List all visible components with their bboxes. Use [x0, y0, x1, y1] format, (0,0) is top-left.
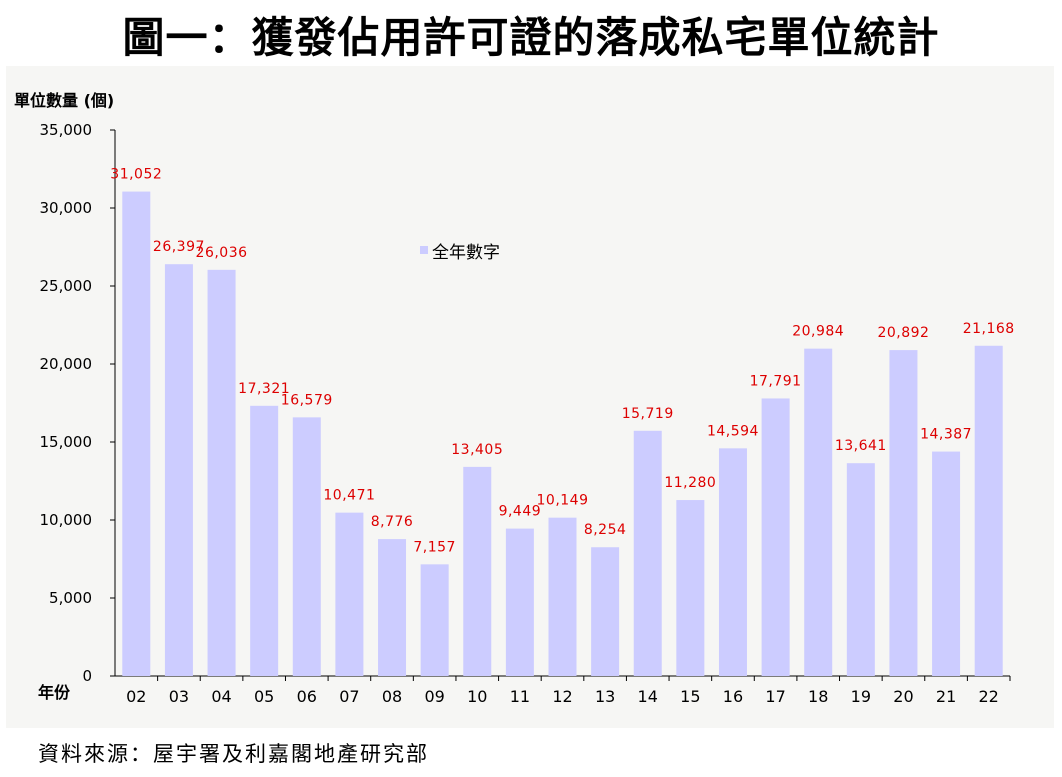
bar — [505, 528, 534, 676]
x-tick-label: 22 — [979, 687, 999, 706]
legend: 全年數字 — [420, 243, 500, 263]
y-ticks: 0 5,000 10,000 15,000 20,000 25,000 30,000 35,0… — [40, 121, 115, 685]
data-label: 17,791 — [750, 373, 802, 389]
bar — [122, 191, 151, 676]
bar — [250, 405, 279, 676]
data-label: 21,168 — [963, 321, 1015, 337]
x-tick-label: 12 — [552, 687, 572, 706]
x-tick-label: 15 — [680, 687, 700, 706]
bar — [335, 512, 364, 676]
data-label: 15,719 — [622, 406, 674, 422]
data-label: 17,321 — [238, 381, 290, 397]
bar — [164, 264, 193, 676]
x-tick-label: 20 — [893, 687, 913, 706]
bar — [718, 448, 747, 676]
y-tick-label: 0 — [82, 667, 92, 685]
y-tick-label: 20,000 — [40, 355, 93, 373]
data-label: 13,405 — [451, 442, 503, 458]
bar — [378, 539, 407, 676]
bar — [846, 463, 875, 676]
x-tick-label: 09 — [424, 687, 444, 706]
legend-swatch — [420, 246, 428, 254]
x-tick-label: 21 — [936, 687, 956, 706]
chart-title: 圖一：獲發佔用許可證的落成私宅單位統計 — [122, 13, 940, 62]
x-tick-label: 18 — [808, 687, 828, 706]
source-note: 資料來源：屋宇署及利嘉閣地產研究部 — [38, 742, 429, 766]
x-tick-label: 14 — [638, 687, 658, 706]
x-tick-label: 06 — [297, 687, 317, 706]
bar — [548, 517, 577, 676]
bar — [889, 350, 918, 676]
data-label: 20,984 — [792, 324, 844, 340]
data-label: 20,892 — [877, 325, 929, 341]
y-tick-label: 5,000 — [49, 589, 92, 607]
data-label: 7,157 — [413, 539, 456, 555]
bar — [207, 269, 236, 676]
y-tick-label: 25,000 — [40, 277, 93, 295]
data-label: 26,036 — [196, 245, 248, 261]
y-tick-label: 15,000 — [40, 433, 93, 451]
x-axis-label: 年份 — [38, 683, 71, 702]
bar — [676, 500, 705, 676]
x-tick-label: 19 — [851, 687, 871, 706]
data-label: 8,254 — [584, 522, 627, 538]
x-tick-label: 03 — [169, 687, 189, 706]
bar — [420, 564, 449, 676]
bar — [591, 547, 620, 676]
bars — [122, 191, 1003, 676]
data-label: 14,594 — [707, 423, 759, 439]
data-label: 14,387 — [920, 427, 972, 443]
data-label: 26,397 — [153, 239, 205, 255]
bar — [633, 430, 662, 676]
x-tick-label: 08 — [382, 687, 402, 706]
data-label: 10,149 — [537, 493, 589, 509]
y-tick-label: 10,000 — [40, 511, 93, 529]
legend-label: 全年數字 — [432, 243, 500, 263]
bar — [761, 398, 790, 676]
y-tick-label: 35,000 — [40, 121, 93, 139]
bar — [463, 466, 492, 676]
x-tick-label: 05 — [254, 687, 274, 706]
bar — [974, 345, 1003, 676]
data-label: 31,052 — [110, 167, 162, 183]
y-tick-label: 30,000 — [40, 199, 93, 217]
data-label: 11,280 — [664, 475, 716, 491]
x-ticks: 02 03 04 05 06 07 08 09 10 11 12 13 14 15 16 17 18 19 20 21… — [126, 676, 1011, 706]
x-tick-label: 17 — [765, 687, 785, 706]
bar — [804, 348, 833, 676]
x-tick-label: 02 — [126, 687, 146, 706]
data-label: 13,641 — [835, 438, 887, 454]
data-label: 8,776 — [371, 514, 414, 530]
data-label: 9,449 — [499, 504, 542, 520]
data-label: 10,471 — [323, 488, 375, 504]
x-tick-label: 16 — [723, 687, 743, 706]
y-axis-label: 單位數量 (個) — [14, 91, 114, 110]
bar — [932, 451, 961, 676]
x-tick-label: 13 — [595, 687, 615, 706]
x-tick-label: 10 — [467, 687, 487, 706]
data-label: 16,579 — [281, 392, 333, 408]
x-tick-label: 07 — [339, 687, 359, 706]
x-tick-label: 11 — [510, 687, 530, 706]
x-tick-label: 04 — [211, 687, 231, 706]
bar — [292, 417, 321, 676]
